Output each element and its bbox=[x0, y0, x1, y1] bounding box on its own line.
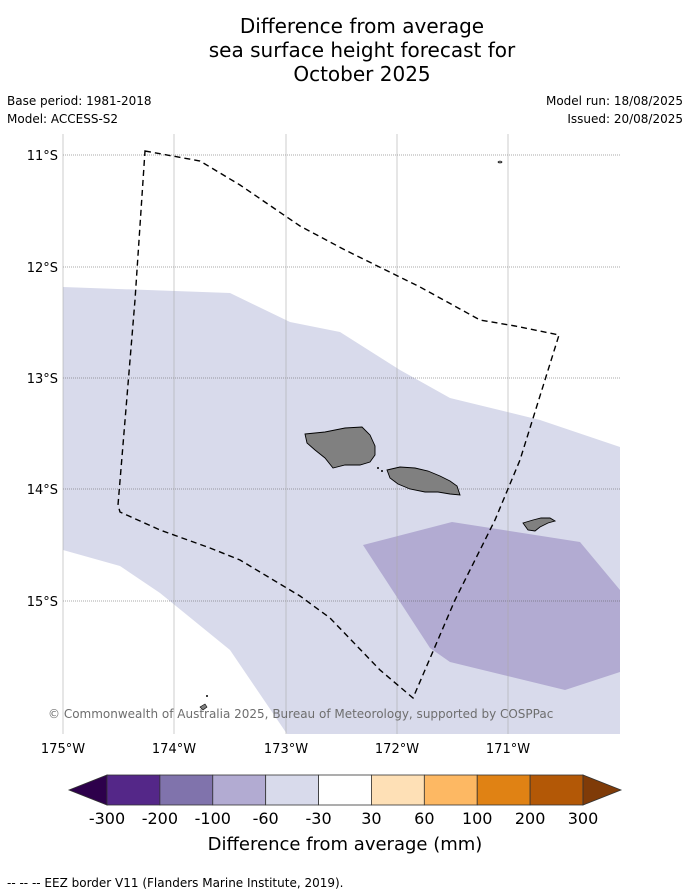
colorbar-bin bbox=[318, 774, 372, 806]
longitude-labels: 175°W 174°W 173°W 172°W 171°W bbox=[41, 742, 530, 757]
base-period: Base period: 1981-2018 bbox=[7, 94, 152, 108]
title-line-1: Difference from average bbox=[239, 14, 485, 38]
eez-boundary bbox=[117, 150, 560, 700]
map-area bbox=[62, 134, 620, 734]
colorbar-ticks: -300 -200 -100 -60 -30 30 60 100 200 300 bbox=[89, 809, 598, 828]
colorbar-bin bbox=[423, 774, 478, 806]
colorbar-tick-label: -30 bbox=[305, 809, 331, 828]
meta-left: Base period: 1981-2018 Model: ACCESS-S2 bbox=[7, 94, 152, 130]
lat-label: 14°S bbox=[27, 483, 58, 498]
savaii-island bbox=[304, 426, 376, 469]
colorbar-bins bbox=[106, 774, 584, 806]
meta-right: Model run: 18/08/2025 Issued: 20/08/2025 bbox=[546, 94, 683, 130]
upolu-island bbox=[386, 466, 461, 496]
colorbar-tick-label: -300 bbox=[89, 809, 125, 828]
colorbar-bin bbox=[476, 774, 531, 806]
lat-label: 13°S bbox=[27, 372, 58, 387]
colorbar-tick-label: -200 bbox=[142, 809, 178, 828]
colorbar-tick-label: 60 bbox=[414, 809, 434, 828]
colorbar-tick-label: 30 bbox=[361, 809, 381, 828]
colorbar: -300 -200 -100 -60 -30 30 60 100 200 300 Differen… bbox=[67, 774, 623, 855]
colorbar-bin bbox=[212, 774, 267, 806]
map-title: Difference from average sea surface heig… bbox=[0, 14, 690, 86]
lon-label: 174°W bbox=[152, 742, 196, 757]
credit-text: © Commonwealth of Australia 2025, Bureau… bbox=[48, 707, 553, 721]
islet-southwest-2 bbox=[206, 695, 208, 697]
gridlines bbox=[62, 134, 620, 734]
colorbar-arrow-high bbox=[582, 774, 623, 806]
eez-legend: -- -- -- EEZ border V11 (Flanders Marine… bbox=[7, 876, 344, 890]
latitude-labels: 11°S 12°S 13°S 14°S 15°S bbox=[27, 149, 58, 610]
colorbar-label: Difference from average (mm) bbox=[208, 834, 483, 855]
manono-islet bbox=[381, 470, 383, 472]
colorbar-bin bbox=[529, 774, 584, 806]
islet-southwest bbox=[199, 703, 208, 711]
lon-label: 175°W bbox=[41, 742, 85, 757]
colorbar-tick-label: 100 bbox=[462, 809, 493, 828]
title-line-2: sea surface height forecast for bbox=[208, 38, 516, 62]
lon-label: 171°W bbox=[486, 742, 530, 757]
lat-label: 15°S bbox=[27, 595, 58, 610]
title-line-3: October 2025 bbox=[293, 62, 431, 86]
colorbar-tick-label: 300 bbox=[568, 809, 599, 828]
lon-label: 173°W bbox=[264, 742, 308, 757]
colorbar-arrow-low bbox=[67, 774, 108, 806]
lat-label: 12°S bbox=[27, 261, 58, 276]
model-name: Model: ACCESS-S2 bbox=[7, 112, 119, 126]
colorbar-bin bbox=[159, 774, 214, 806]
issued-date: Issued: 20/08/2025 bbox=[567, 112, 683, 126]
colorbar-tick-label: -60 bbox=[253, 809, 279, 828]
colorbar-tick-label: 200 bbox=[515, 809, 546, 828]
apolima-islet bbox=[377, 467, 379, 469]
colorbar-tick-label: -100 bbox=[195, 809, 231, 828]
lat-label: 11°S bbox=[27, 149, 58, 164]
colorbar-bin bbox=[265, 774, 319, 806]
lon-label: 172°W bbox=[375, 742, 419, 757]
model-run: Model run: 18/08/2025 bbox=[545, 94, 683, 108]
colorbar-bin bbox=[106, 774, 161, 806]
colorbar-bin bbox=[371, 774, 425, 806]
tutuila-island bbox=[522, 517, 557, 532]
islet-north bbox=[497, 160, 503, 164]
anomaly-region-medium bbox=[363, 522, 620, 690]
